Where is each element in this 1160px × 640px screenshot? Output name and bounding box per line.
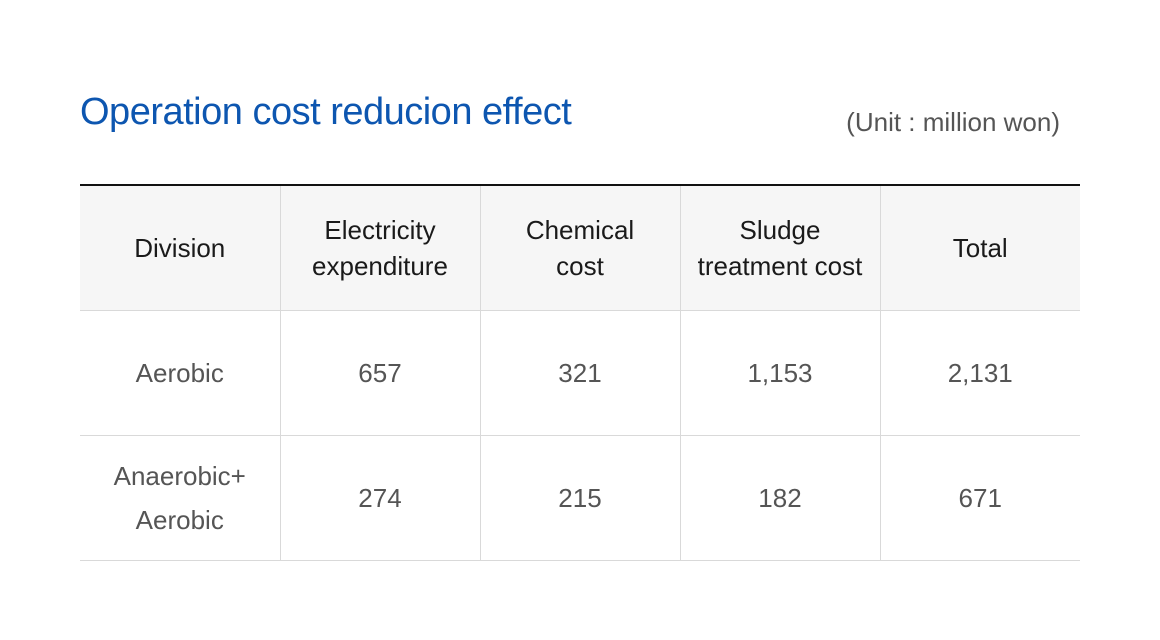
cell-sludge: 1,153 [680,310,881,436]
unit-note: (Unit : million won) [846,107,1060,137]
header-chemical-line1: Chemical [525,215,635,245]
table-row: Aerobic 657 321 1,153 2,131 [80,310,1080,436]
cell-total: 671 [880,435,1080,561]
header-sludge-line2: treatment cost [697,251,863,281]
table-body: Aerobic 657 321 1,153 2,131 Anaerobic+ A… [80,310,1080,561]
cell-division-line1: Aerobic [135,358,224,388]
header-electricity-line1: Electricity [324,215,436,245]
header-division-label: Division [134,233,226,263]
header-division: Division [80,185,281,311]
cell-electricity: 274 [280,435,481,561]
header-sludge: Sludge treatment cost [680,185,881,311]
header-total: Total [880,185,1080,311]
cell-division: Aerobic [80,310,281,436]
table-header: Division Electricity expenditure Chemica… [80,185,1080,311]
cell-chemical: 215 [480,435,681,561]
header-total-label: Total [952,233,1008,263]
header-chemical-line2: cost [556,251,604,281]
cell-division-line2: Aerobic [135,505,224,535]
header-electricity-line2: expenditure [312,251,448,281]
header-sludge-line1: Sludge [739,215,821,245]
cell-division: Anaerobic+ Aerobic [80,435,281,561]
cell-division-line1: Anaerobic+ [113,461,246,491]
cost-table: Division Electricity expenditure Chemica… [80,184,1080,561]
cell-chemical: 321 [480,310,681,436]
cell-sludge: 182 [680,435,881,561]
cell-total: 2,131 [880,310,1080,436]
header-electricity: Electricity expenditure [280,185,481,311]
header-row: Division Electricity expenditure Chemica… [80,185,1080,311]
cell-electricity: 657 [280,310,481,436]
page-title: Operation cost reducion effect [80,91,572,133]
table-row: Anaerobic+ Aerobic 274 215 182 671 [80,435,1080,561]
header-chemical: Chemical cost [480,185,681,311]
